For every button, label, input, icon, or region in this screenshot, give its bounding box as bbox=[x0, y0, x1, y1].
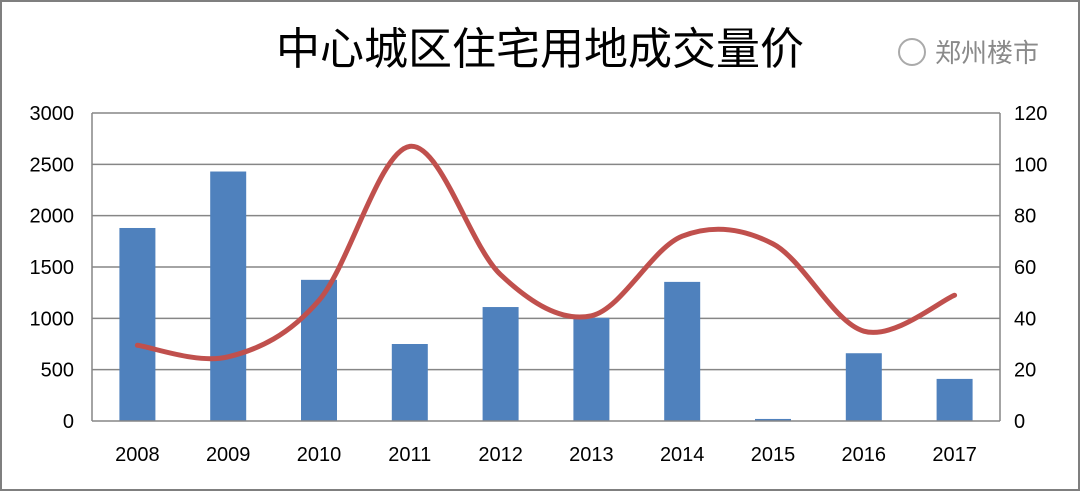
bar bbox=[755, 418, 791, 421]
y-left-tick-label: 1000 bbox=[30, 308, 75, 330]
y-right-tick-label: 120 bbox=[1014, 103, 1047, 125]
y-left-tick-label: 0 bbox=[63, 411, 74, 433]
bar bbox=[391, 344, 428, 421]
watermark: 郑州楼市 bbox=[898, 38, 1039, 69]
x-tick-label: 2012 bbox=[478, 444, 523, 466]
watermark-text: 郑州楼市 bbox=[935, 39, 1039, 69]
bar bbox=[119, 227, 156, 421]
bar bbox=[936, 378, 973, 421]
bar bbox=[482, 307, 519, 421]
line-series bbox=[134, 143, 958, 362]
y-left-tick-label: 2000 bbox=[30, 206, 75, 228]
x-tick-label: 2013 bbox=[569, 444, 614, 466]
y-left-tick-label: 1500 bbox=[30, 257, 75, 279]
wechat-icon bbox=[898, 38, 926, 66]
y-right-tick-label: 0 bbox=[1014, 411, 1025, 433]
chart-title: 中心城区住宅用地成交量价 bbox=[276, 24, 804, 75]
x-tick-label: 2015 bbox=[751, 444, 796, 466]
y-right-tick-label: 40 bbox=[1014, 308, 1036, 330]
y-left-tick-label: 500 bbox=[41, 360, 74, 382]
x-tick-label: 2010 bbox=[297, 444, 342, 466]
x-tick-label: 2011 bbox=[388, 444, 431, 466]
x-tick-label: 2014 bbox=[660, 444, 705, 466]
x-tick-label: 2008 bbox=[115, 444, 160, 466]
bar bbox=[845, 353, 882, 421]
y-right-tick-label: 60 bbox=[1014, 257, 1036, 279]
x-tick-label: 2017 bbox=[932, 444, 977, 466]
bar bbox=[664, 281, 701, 421]
y-right-tick-label: 20 bbox=[1014, 360, 1036, 382]
y-left-tick-label: 2500 bbox=[30, 154, 75, 176]
y-right-tick-label: 80 bbox=[1014, 206, 1036, 228]
x-tick-label: 2016 bbox=[842, 444, 887, 466]
bar bbox=[210, 171, 247, 421]
x-tick-label: 2009 bbox=[206, 444, 251, 466]
bar bbox=[573, 317, 610, 421]
y-left-tick-label: 3000 bbox=[30, 103, 75, 125]
y-right-tick-label: 100 bbox=[1014, 154, 1047, 176]
